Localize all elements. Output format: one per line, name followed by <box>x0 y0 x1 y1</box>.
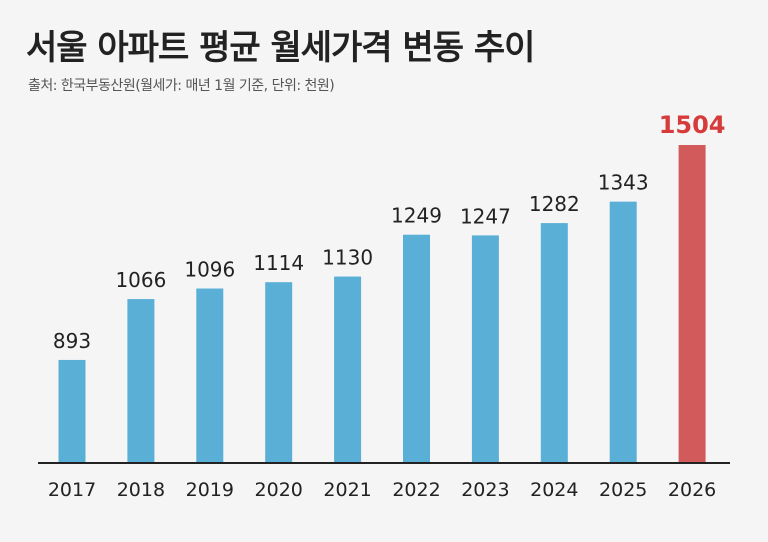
x-tick-2026: 2026 <box>668 479 716 501</box>
x-tick-2024: 2024 <box>530 479 578 501</box>
data-label-2019: 1096 <box>184 258 235 282</box>
x-tick-2021: 2021 <box>323 479 371 501</box>
data-label-2025: 1343 <box>598 171 649 195</box>
bar-2019 <box>196 288 224 463</box>
bar-2024 <box>540 223 568 463</box>
chart-title: 서울 아파트 평균 월세가격 변동 추이 <box>26 28 535 68</box>
x-tick-2017: 2017 <box>48 479 96 501</box>
data-label-2026: 1504 <box>659 111 726 139</box>
data-label-2023: 1247 <box>460 204 511 228</box>
chart-subtitle: 출처: 한국부동산원(월세가: 매년 1월 기준, 단위: 천원) <box>28 78 335 94</box>
data-label-2020: 1114 <box>253 251 304 275</box>
data-label-2024: 1282 <box>529 192 580 216</box>
x-tick-2020: 2020 <box>255 479 303 501</box>
bar-2023 <box>471 235 499 463</box>
data-label-2017: 893 <box>53 329 91 353</box>
data-label-2022: 1249 <box>391 204 442 228</box>
x-tick-2019: 2019 <box>186 479 234 501</box>
x-tick-2022: 2022 <box>392 479 440 501</box>
data-label-2021: 1130 <box>322 246 373 270</box>
bar-2020 <box>265 282 293 463</box>
bar-2017 <box>58 359 86 463</box>
bar-2026 <box>678 145 706 463</box>
data-label-2018: 1066 <box>115 268 166 292</box>
bar-2022 <box>403 234 430 463</box>
bar-2018 <box>127 299 155 463</box>
bar-2021 <box>334 276 362 463</box>
x-tick-2025: 2025 <box>599 479 647 501</box>
bar-2025 <box>609 201 637 463</box>
x-tick-2018: 2018 <box>117 479 165 501</box>
x-tick-2023: 2023 <box>461 479 509 501</box>
